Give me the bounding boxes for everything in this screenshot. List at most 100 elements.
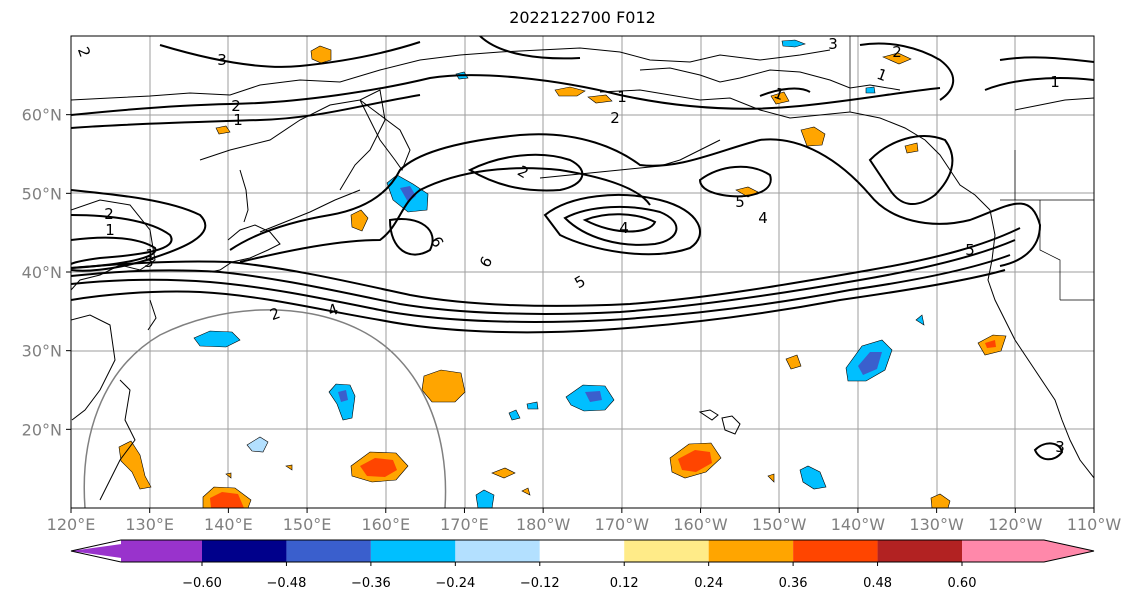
contour-label: 2 [104,205,114,223]
lon-tick-label: 170°W [595,515,650,534]
coastline-hudson-area [1014,97,1094,111]
coastline-sakhalin [239,169,249,223]
colorbar-segment [962,540,1044,562]
colorbar-segment [202,540,287,562]
contour-line [984,77,1094,91]
contour-label: 1 [1050,73,1060,91]
lat-tick-label: 20°N [22,420,62,439]
anomaly-negative [246,436,269,453]
contour-line [71,227,1021,307]
lon-tick-label: 160°E [361,515,410,534]
colorbar-segment [455,540,540,562]
lon-tick-label: 160°W [673,515,728,534]
contour-line [563,205,678,246]
contour-line [159,41,421,68]
lat-tick-label: 40°N [22,263,62,282]
lon-tick-label: 110°W [1067,515,1122,534]
contour-line [999,56,1094,63]
lon-tick-label: 140°W [831,515,886,534]
anomaly-positive [118,440,152,490]
anomaly-positive [904,142,919,154]
lon-tick-label: 130°W [909,515,964,534]
coastline-aleutians [539,139,721,179]
contour-line [698,165,772,198]
lat-tick-label: 50°N [22,184,62,203]
contour-line [71,254,1011,323]
colorbar-tick-label: −0.12 [520,576,560,591]
contour-label: 4 [619,219,629,237]
map-title: 2022122700 F012 [509,8,656,27]
lat-tick-label: 30°N [22,342,62,361]
gridlines [71,36,1094,508]
contour-line [239,167,651,263]
lon-tick-label: 170°E [440,515,489,534]
contour-label: 2 [892,43,902,61]
anomaly-negative [585,391,602,402]
lon-tick-label: 140°E [204,515,253,534]
contour-label: 5 [965,241,975,259]
contour-label: 5 [735,193,745,211]
colorbar-segment [539,540,625,562]
colorbar-segment [624,540,709,562]
colorbar-tick-label: −0.60 [182,576,222,591]
colorbar-segment [370,540,456,562]
anomaly-positive [930,493,951,508]
contour-label: 3 [217,51,227,69]
colorbar-labels: −0.60 −0.48 −0.36 −0.24 −0.12 0.12 0.24 0.36 0.4… [182,562,976,591]
colorbar-segment [121,540,202,562]
lon-tick-label: 120°W [988,515,1043,534]
colorbar-tick-label: 0.12 [610,576,639,591]
contour-line [71,214,173,265]
anomaly-negative [508,409,521,421]
anomaly-positive [767,473,775,483]
contour-label: 1 [105,221,115,239]
lon-tick-label: 150°W [752,515,807,534]
coastline-alaska-west [599,89,851,119]
lon-tick-label: 120°E [47,515,96,534]
anomaly-positive [285,464,293,471]
anomaly-positive [421,369,466,403]
contour-label: 1 [233,111,243,129]
contour-line [71,94,421,129]
coastline-kamchatka [359,99,411,172]
contour-line [229,133,1042,267]
contour-line [71,74,941,116]
contour-line [71,189,207,272]
axis-ticks [66,114,1095,513]
anomaly-positive [554,86,586,97]
range-circle [83,309,447,508]
contour-line [467,153,584,192]
colorbar-tick-label: 0.48 [863,576,892,591]
anomaly-positive [985,340,996,348]
anomaly-positive [360,458,397,477]
coastline-taiwan-phil [99,299,157,501]
colorbar-tick-label: −0.48 [267,576,307,591]
colorbar-segment [708,540,794,562]
contour-label: 1 [145,246,155,264]
contour-line [759,87,811,97]
anomaly-negative [526,401,539,410]
colorbar-segment [793,540,878,562]
lon-tick-label: 130°E [125,515,174,534]
contour-label: 2 [231,97,241,115]
anomaly-negative [328,383,356,421]
colorbar-segment [286,540,371,562]
colorbar-tick-label: 0.24 [694,576,723,591]
anomaly-positive [210,492,244,508]
anomaly-negative [915,314,925,326]
anomaly-positive [225,472,232,479]
contour-label: 4 [758,209,768,227]
contour-line [859,42,955,101]
contour-label: 3 [1055,438,1065,456]
anomaly-negative [193,330,241,348]
anomaly-positive [770,91,790,105]
contour-line [388,218,434,256]
coastline-kuril [259,189,361,233]
lat-tick-label: 60°N [22,106,62,125]
contour-label: 3 [828,35,838,53]
anomaly-positive [310,45,332,64]
colorbar-extend-high [1044,540,1094,562]
contour-line [71,239,1016,315]
anomaly-positive [215,125,231,135]
